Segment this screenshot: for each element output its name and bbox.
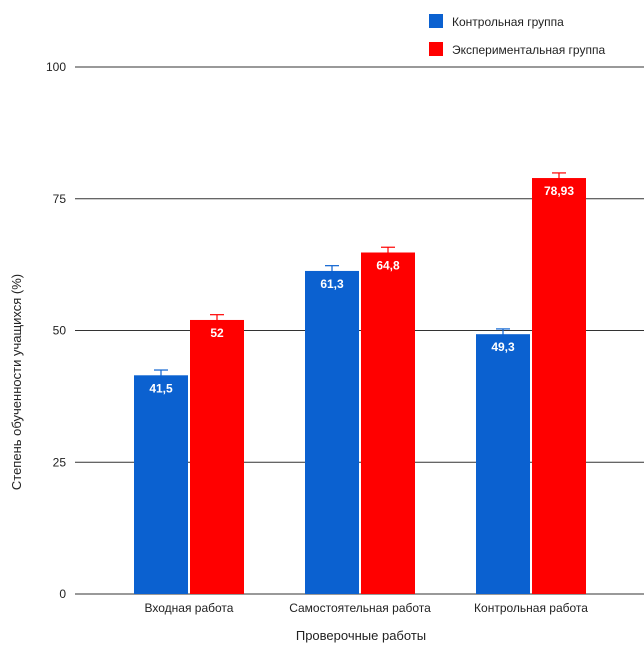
data-label: 61,3 <box>320 277 344 291</box>
bar <box>476 334 530 594</box>
y-tick-label: 0 <box>59 587 66 601</box>
bar <box>361 252 415 594</box>
y-axis-title: Степень обученности учащихся (%) <box>9 274 24 490</box>
labels-layer: 41,5 52 Входная работа 61,3 64,8 Самостоятель… <box>145 184 589 615</box>
bar <box>134 375 188 594</box>
legend-label[interactable]: Экспериментальная группа <box>452 43 605 57</box>
data-label: 49,3 <box>491 340 515 354</box>
y-tick-label: 75 <box>53 192 67 206</box>
data-label: 78,93 <box>544 184 574 198</box>
y-tick-label: 25 <box>53 455 67 469</box>
data-label: 64,8 <box>376 259 400 273</box>
bars-layer <box>134 172 586 595</box>
x-tick-label: Самостоятельная работа <box>289 601 431 615</box>
data-label: 52 <box>210 326 224 340</box>
legend-swatch <box>429 14 443 28</box>
data-label: 41,5 <box>149 381 173 395</box>
bar <box>305 270 359 594</box>
legend[interactable]: Контрольная группа Экспериментальная груп… <box>429 14 605 57</box>
legend-swatch <box>429 42 443 56</box>
x-tick-label: Входная работа <box>145 601 234 615</box>
bar <box>532 178 586 595</box>
x-tick-label: Контрольная работа <box>474 601 588 615</box>
y-tick-label: 100 <box>46 60 66 74</box>
y-tick-label: 50 <box>53 324 67 338</box>
x-axis-title: Проверочные работы <box>296 628 426 643</box>
bar <box>190 319 244 594</box>
legend-label[interactable]: Контрольная группа <box>452 15 564 29</box>
